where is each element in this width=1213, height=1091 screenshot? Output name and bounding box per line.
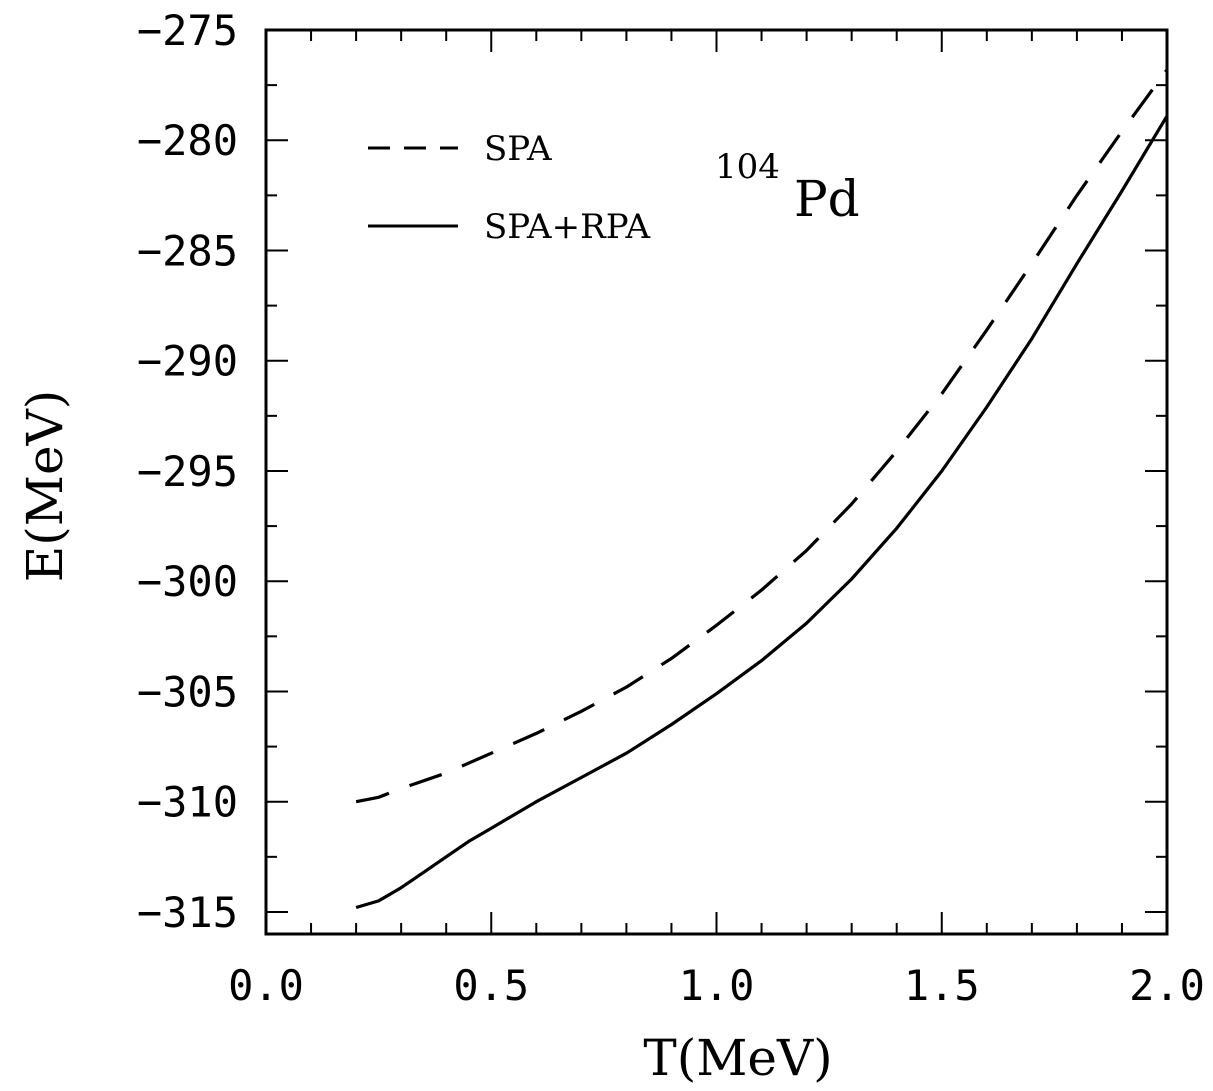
legend: SPA SPA+RPA — [368, 129, 650, 247]
tick-labels: 0.0 0.5 1.0 1.5 2.0 −275 −280 −285 −290 −295 −300 −… — [137, 6, 1205, 1010]
series-layer — [355, 68, 1169, 910]
x-tick-label: 0.5 — [453, 961, 529, 1010]
y-tick-label: −285 — [137, 226, 238, 275]
y-tick-label: −295 — [137, 447, 238, 496]
x-tick-label: 2.0 — [1129, 961, 1205, 1010]
mass-number: 104 — [715, 147, 780, 187]
series-line-spa-rpa — [355, 115, 1169, 910]
y-tick-label: −280 — [137, 116, 238, 165]
y-tick-label: −310 — [137, 778, 238, 827]
y-tick-label: −315 — [137, 888, 238, 937]
x-tick-label: 1.5 — [904, 961, 980, 1010]
series-line-spa — [355, 68, 1169, 804]
y-tick-label: −290 — [137, 337, 238, 386]
nucleus-annotation: 104 Pd — [715, 147, 860, 228]
legend-label-spa-rpa: SPA+RPA — [484, 207, 650, 247]
y-tick-label: −300 — [137, 557, 238, 606]
legend-label-spa: SPA — [484, 129, 552, 169]
y-tick-label: −275 — [137, 6, 238, 55]
x-tick-label: 1.0 — [679, 961, 755, 1010]
y-tick-label: −305 — [137, 667, 238, 716]
x-axis-title: T(MeV) — [643, 1029, 832, 1087]
ticks — [265, 29, 1168, 934]
element-symbol: Pd — [794, 170, 860, 228]
y-axis-title: E(MeV) — [16, 390, 74, 582]
x-tick-label: 0.0 — [228, 961, 304, 1010]
